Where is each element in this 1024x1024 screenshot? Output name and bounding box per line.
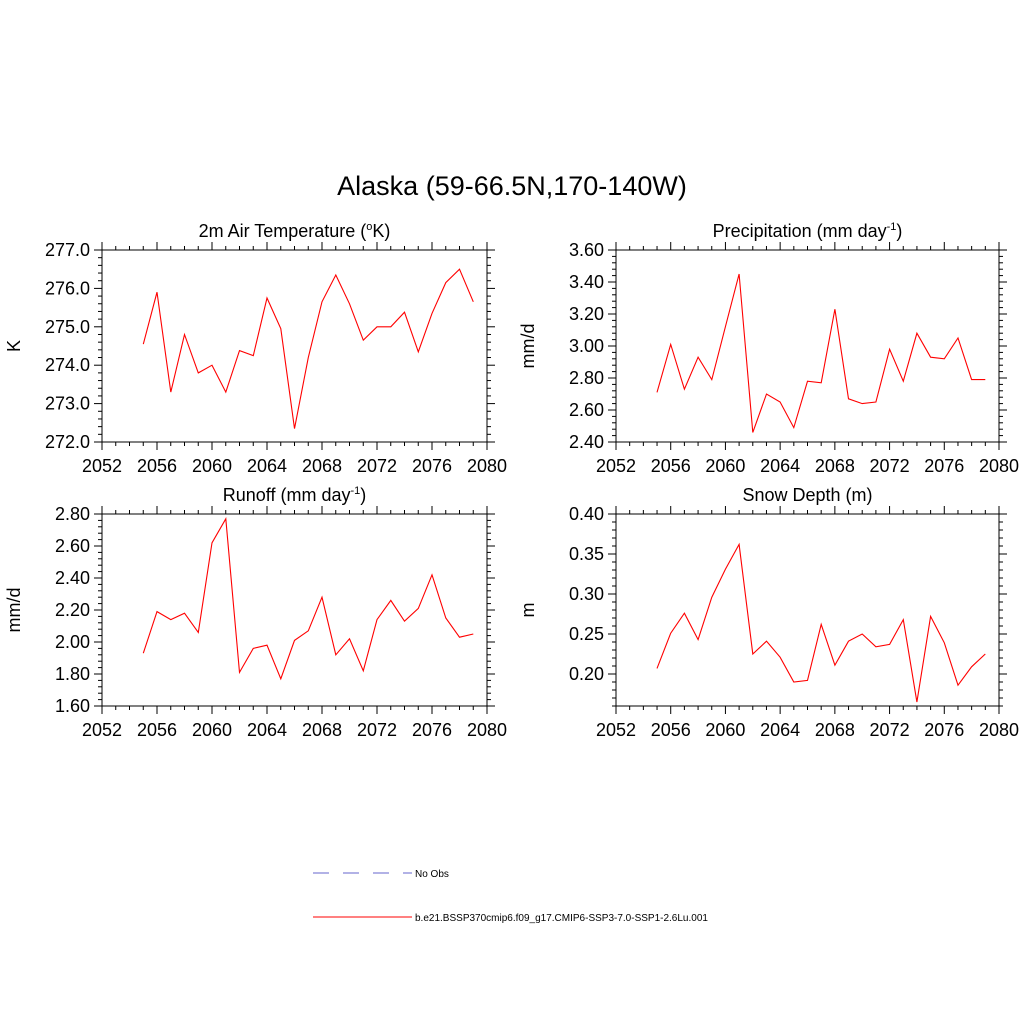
x-tick-label: 2064	[247, 720, 287, 740]
x-tick-label: 2068	[815, 720, 855, 740]
x-tick-label: 2060	[192, 720, 232, 740]
x-tick-label: 2056	[137, 720, 177, 740]
x-tick-label: 2068	[302, 456, 342, 476]
x-tick-label: 2080	[979, 720, 1019, 740]
figure-title: Alaska (59-66.5N,170-140W)	[337, 171, 687, 201]
y-tick-label: 0.25	[569, 624, 604, 644]
x-tick-label: 2060	[192, 456, 232, 476]
panel-title: Runoff (mm day-1)	[223, 485, 367, 505]
y-axis-label: mm/d	[4, 588, 24, 633]
x-tick-label: 2072	[870, 720, 910, 740]
y-tick-label: 274.0	[45, 355, 90, 375]
plot-frame	[101, 249, 488, 443]
y-axis-label: m	[518, 603, 538, 618]
x-tick-label: 2076	[412, 720, 452, 740]
x-tick-label: 2060	[705, 720, 745, 740]
y-tick-label: 1.60	[55, 696, 90, 716]
panel-title: Precipitation (mm day-1)	[713, 221, 903, 241]
x-tick-label: 2060	[705, 456, 745, 476]
y-tick-label: 275.0	[45, 317, 90, 337]
x-tick-label: 2076	[924, 456, 964, 476]
series-line-model	[656, 542, 986, 703]
y-tick-label: 276.0	[45, 278, 90, 298]
y-tick-label: 0.20	[569, 664, 604, 684]
y-tick-label: 2.60	[55, 536, 90, 556]
x-tick-label: 2068	[815, 456, 855, 476]
x-tick-label: 2080	[467, 456, 507, 476]
panel-air-temperature: 2m Air Temperature (oK) K 2052 2056 2060 2064…	[4, 221, 507, 476]
x-tick-label: 2076	[412, 456, 452, 476]
x-tick-label: 2052	[596, 456, 636, 476]
x-tick-label: 2072	[357, 720, 397, 740]
y-tick-label: 2.80	[55, 504, 90, 524]
x-tick-label: 2056	[137, 456, 177, 476]
x-tick-label: 2064	[247, 456, 287, 476]
x-tick-label: 2064	[760, 456, 800, 476]
y-tick-label: 2.80	[569, 368, 604, 388]
x-tick-label: 2072	[870, 456, 910, 476]
panel-title: 2m Air Temperature (oK)	[199, 221, 391, 241]
y-tick-label: 2.20	[55, 600, 90, 620]
series-line-model	[142, 268, 474, 429]
x-tick-label: 2076	[924, 720, 964, 740]
legend-model-label: b.e21.BSSP370cmip6.f09_g17.CMIP6-SSP3-7.…	[415, 913, 708, 924]
series-line-model	[656, 273, 986, 433]
x-tick-label: 2072	[357, 456, 397, 476]
y-tick-label: 3.40	[569, 272, 604, 292]
panel-precipitation: Precipitation (mm day-1) mm/d 2052 2056 2060…	[518, 221, 1019, 476]
panels: 2m Air Temperature (oK) K 2052 2056 2060 2064…	[4, 221, 1019, 740]
y-tick-label: 1.80	[55, 664, 90, 684]
x-tick-label: 2080	[467, 720, 507, 740]
panel-runoff: Runoff (mm day-1) mm/d 2052 2056 2060 2064 206…	[4, 485, 507, 740]
x-tick-label: 2052	[82, 720, 122, 740]
plot-frame	[615, 513, 1000, 707]
x-tick-label: 2056	[651, 456, 691, 476]
y-tick-label: 0.30	[569, 584, 604, 604]
y-axis-label: mm/d	[518, 324, 538, 369]
x-tick-label: 2068	[302, 720, 342, 740]
y-tick-label: 2.00	[55, 632, 90, 652]
y-tick-label: 277.0	[45, 240, 90, 260]
x-tick-label: 2080	[979, 456, 1019, 476]
y-axis-label: K	[4, 340, 24, 352]
legend: No Obs b.e21.BSSP370cmip6.f09_g17.CMIP6-…	[313, 869, 708, 924]
panel-snow-depth: Snow Depth (m) m 2052 2056 2060 2064 2068 2072 2…	[518, 485, 1019, 740]
y-tick-label: 2.60	[569, 400, 604, 420]
y-tick-label: 3.60	[569, 240, 604, 260]
y-tick-label: 0.40	[569, 504, 604, 524]
y-tick-label: 272.0	[45, 432, 90, 452]
y-tick-label: 3.00	[569, 336, 604, 356]
x-tick-label: 2052	[82, 456, 122, 476]
y-tick-label: 2.40	[569, 432, 604, 452]
x-tick-label: 2052	[596, 720, 636, 740]
series-line-model	[142, 517, 474, 681]
panel-title: Snow Depth (m)	[742, 485, 872, 505]
plot-frame	[101, 513, 488, 707]
y-tick-label: 273.0	[45, 394, 90, 414]
x-tick-label: 2064	[760, 720, 800, 740]
legend-obs-label: No Obs	[415, 869, 449, 880]
x-tick-label: 2056	[651, 720, 691, 740]
plot-frame	[615, 249, 1000, 443]
y-tick-label: 2.40	[55, 568, 90, 588]
y-tick-label: 3.20	[569, 304, 604, 324]
y-tick-label: 0.35	[569, 544, 604, 564]
